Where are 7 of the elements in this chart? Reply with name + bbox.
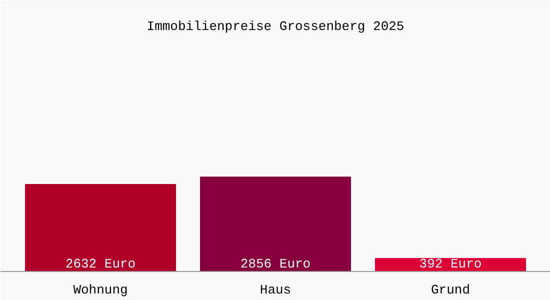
chart-title: Immobilienpreise Grossenberg 2025 [146,19,404,34]
data-label: 392 Euro [419,256,482,272]
data-label: 2632 Euro [65,256,136,272]
x-tick-label: Haus [260,282,292,298]
x-tick-label: Grund [430,282,470,298]
x-tick-label: Wohnung [73,282,128,298]
data-label: 2856 Euro [240,256,311,272]
